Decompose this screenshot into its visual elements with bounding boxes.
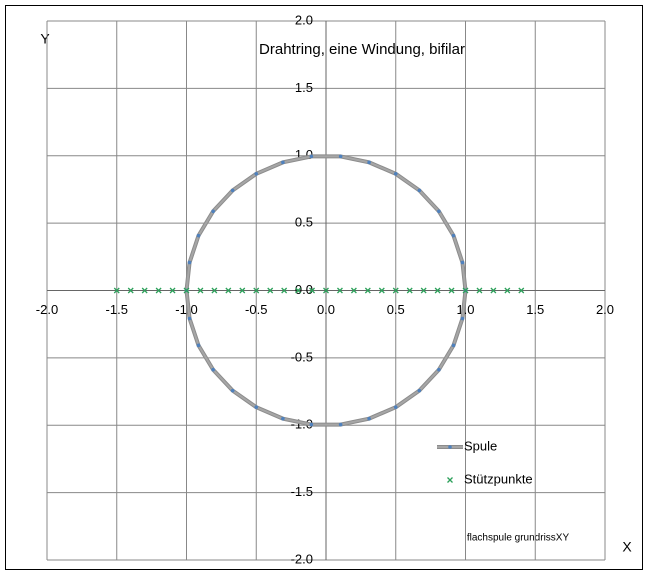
point-marker	[196, 343, 201, 348]
point-marker	[338, 154, 343, 159]
point-marker	[437, 209, 441, 214]
cross-marker	[155, 287, 162, 294]
x-axis-title: X	[622, 539, 632, 555]
cross-marker	[350, 287, 357, 294]
cross-marker	[420, 287, 427, 294]
cross-marker	[447, 477, 453, 483]
point-marker	[309, 422, 314, 427]
y-tick-label: -0.5	[291, 349, 313, 364]
point-marker	[338, 422, 343, 427]
y-axis-title: Y	[40, 31, 50, 47]
point-marker	[417, 188, 422, 193]
cross-marker	[169, 287, 176, 294]
cross-marker	[113, 287, 120, 294]
cross-marker	[197, 287, 204, 294]
cross-marker	[295, 287, 302, 294]
cross-marker	[323, 287, 329, 294]
y-tick-label: 0.5	[295, 215, 313, 230]
cross-marker	[364, 287, 371, 294]
x-tick-label: -2.0	[36, 302, 58, 317]
cross-marker	[518, 287, 525, 294]
point-marker	[281, 416, 285, 421]
cross-marker	[127, 287, 134, 294]
cross-marker	[448, 287, 455, 294]
point-marker	[230, 388, 235, 393]
point-marker	[196, 233, 201, 238]
cross-marker	[141, 287, 148, 294]
y-tick-label: 0.0	[295, 282, 313, 297]
x-tick-label: 1.0	[456, 302, 474, 317]
point-marker	[187, 260, 192, 265]
point-marker	[437, 367, 441, 372]
point-marker	[417, 388, 422, 393]
cross-marker	[406, 287, 413, 294]
cross-marker	[183, 287, 190, 294]
point-marker	[367, 416, 371, 421]
cross-marker	[267, 287, 274, 294]
point-marker	[254, 172, 259, 176]
chart-title: Drahtring, eine Windung, bifilar	[259, 41, 465, 58]
point-marker	[460, 316, 465, 321]
point-marker	[211, 367, 215, 372]
point-marker	[187, 316, 192, 321]
cross-marker	[211, 287, 218, 294]
x-tick-label: -0.5	[245, 302, 267, 317]
x-tick-label: 0.0	[317, 302, 335, 317]
cross-marker	[225, 287, 232, 294]
annotation: flachspule grundrissXY	[467, 533, 570, 544]
point-marker	[451, 233, 456, 238]
x-tick-label: 1.5	[526, 302, 544, 317]
y-tick-label: -2.0	[291, 551, 313, 566]
cross-marker	[504, 287, 511, 294]
cross-marker	[476, 287, 483, 294]
legend-marker	[448, 445, 452, 449]
cross-marker	[239, 287, 246, 294]
y-tick-label: 2.0	[295, 12, 313, 27]
point-marker	[460, 260, 465, 265]
legend-label: Stützpunkte	[464, 471, 533, 486]
x-tick-label: -1.5	[106, 302, 128, 317]
point-marker	[281, 160, 285, 165]
y-tick-label: -1.5	[291, 484, 313, 499]
point-marker	[309, 154, 314, 159]
point-marker	[254, 405, 259, 409]
y-tick-label: 1.5	[295, 80, 313, 95]
point-marker	[367, 160, 371, 165]
cross-marker	[462, 287, 469, 294]
point-marker	[230, 188, 235, 193]
legend-label: Spule	[464, 438, 497, 453]
point-marker	[393, 405, 398, 409]
point-marker	[451, 343, 456, 348]
x-tick-label: -1.0	[175, 302, 197, 317]
point-marker	[211, 209, 215, 214]
x-tick-label: 0.5	[387, 302, 405, 317]
cross-marker	[253, 287, 260, 294]
cross-marker	[392, 287, 399, 294]
cross-marker	[309, 287, 316, 294]
cross-marker	[490, 287, 497, 294]
cross-marker	[281, 287, 288, 294]
cross-marker	[434, 287, 441, 294]
point-marker	[393, 172, 398, 176]
x-tick-label: 2.0	[596, 302, 614, 317]
cross-marker	[378, 287, 385, 294]
chart-frame	[5, 5, 643, 570]
cross-marker	[336, 287, 343, 294]
